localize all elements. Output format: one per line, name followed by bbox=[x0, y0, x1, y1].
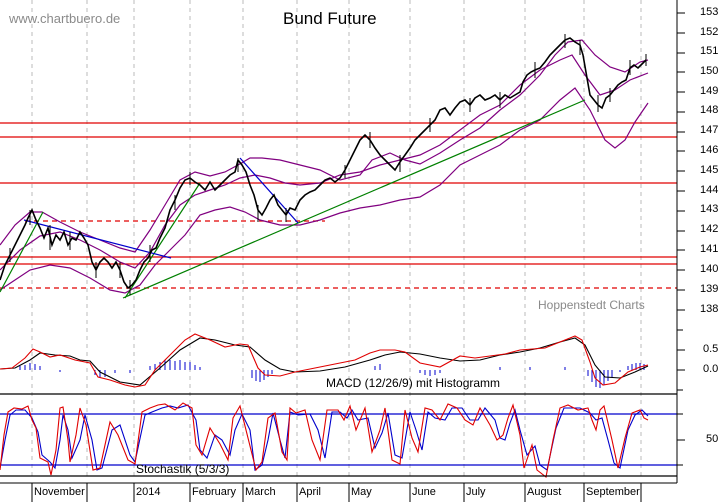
x-tick: May bbox=[351, 486, 372, 498]
x-tick: August bbox=[527, 486, 562, 498]
macd-tick: 0.0 bbox=[703, 363, 719, 375]
y-tick: 142 bbox=[700, 223, 719, 235]
x-tick: November bbox=[34, 486, 85, 498]
y-tick: 149 bbox=[700, 85, 719, 97]
support-resistance-lines bbox=[0, 122, 677, 289]
vertical-gridlines bbox=[31, 0, 642, 476]
site-watermark: www.chartbuero.de bbox=[9, 11, 121, 26]
macd-signal-line bbox=[0, 337, 649, 386]
right-axis bbox=[676, 0, 685, 483]
stoch-d-line bbox=[0, 404, 649, 471]
stoch-k-line bbox=[0, 402, 649, 478]
price-bar-ticks bbox=[9, 34, 647, 295]
y-tick: 152 bbox=[700, 26, 719, 38]
bollinger-bands bbox=[0, 39, 649, 294]
price-bars bbox=[0, 37, 647, 290]
stoch-tick: 50 bbox=[706, 433, 719, 445]
y-tick: 139 bbox=[700, 283, 719, 295]
stoch-reference-lines bbox=[0, 413, 677, 466]
x-tick: April bbox=[299, 486, 322, 498]
y-tick: 150 bbox=[700, 65, 719, 77]
trend-lines bbox=[0, 99, 586, 299]
x-tick: June bbox=[412, 486, 436, 498]
x-tick: March bbox=[245, 486, 276, 498]
stochastic-label: Stochastik (5/3/3) bbox=[136, 462, 230, 476]
y-tick: 146 bbox=[700, 144, 719, 156]
y-tick: 147 bbox=[700, 124, 719, 136]
y-tick: 145 bbox=[700, 164, 719, 176]
y-tick: 151 bbox=[700, 45, 719, 57]
y-tick: 140 bbox=[700, 263, 719, 275]
chart-title: Bund Future bbox=[283, 9, 377, 28]
bottom-axis bbox=[0, 482, 677, 502]
panel-separators bbox=[0, 393, 677, 477]
y-tick: 138 bbox=[700, 303, 719, 315]
y-tick: 141 bbox=[700, 243, 719, 255]
macd-tick: 0.5 bbox=[703, 343, 719, 355]
macd-label: MACD (12/26/9) mit Histogramm bbox=[326, 376, 501, 390]
x-tick: July bbox=[466, 486, 486, 498]
x-tick: September bbox=[586, 486, 640, 498]
chart-credit: Hoppenstedt Charts bbox=[538, 298, 645, 312]
y-tick: 148 bbox=[700, 104, 719, 116]
y-tick: 144 bbox=[700, 184, 719, 196]
y-tick: 143 bbox=[700, 203, 719, 215]
macd-line bbox=[0, 333, 649, 388]
y-tick: 153 bbox=[700, 6, 719, 18]
x-tick: February bbox=[192, 486, 237, 498]
x-tick: 2014 bbox=[136, 486, 161, 498]
